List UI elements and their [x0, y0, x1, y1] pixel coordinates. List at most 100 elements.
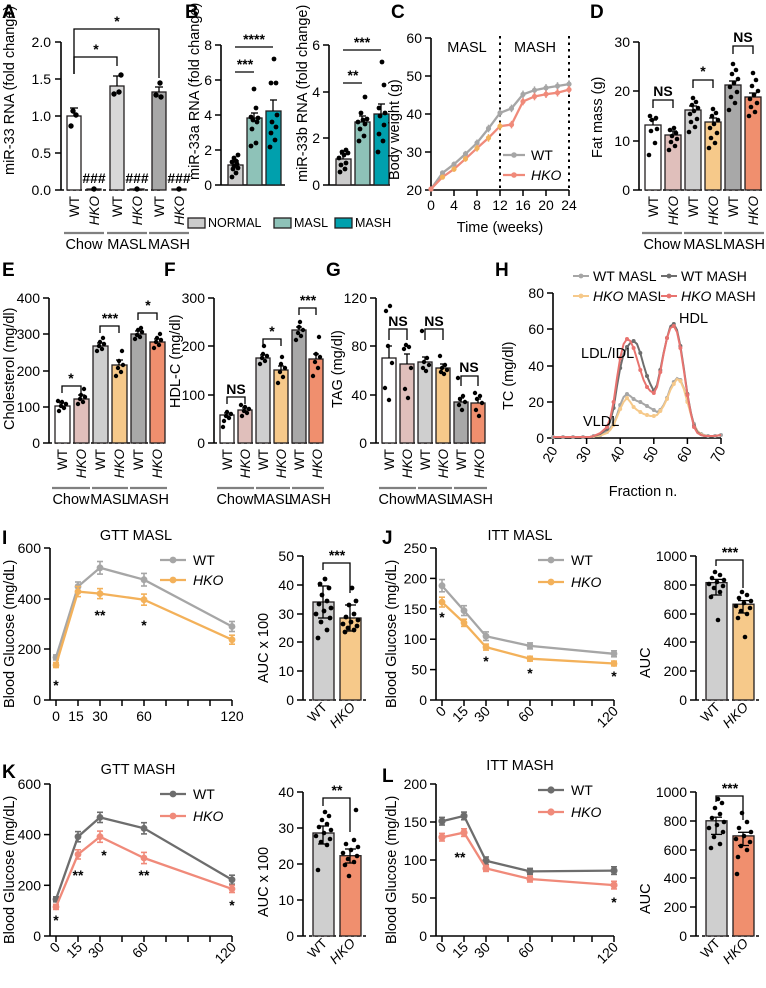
svg-text:NS: NS: [733, 29, 752, 45]
svg-text:1000: 1000: [656, 548, 687, 564]
panel-b2-yticks: 0 2 4 6: [312, 37, 329, 193]
panel-e-catlabels: WT HKO WT HKO WT HKO: [55, 449, 165, 479]
svg-text:600: 600: [664, 842, 688, 858]
panel-k-yticks: 0 200 400 600: [18, 776, 50, 944]
panel-a-yticks: 0.0 0.5 1.0 1.5 2.0: [32, 34, 61, 198]
svg-text:0: 0: [622, 182, 630, 198]
panel-h-annot-vldl: VLDL: [583, 414, 619, 430]
svg-text:WT: WT: [110, 196, 125, 217]
svg-text:200: 200: [18, 877, 42, 893]
panel-i-auc-sigbracket: ***: [322, 547, 351, 593]
panel-g-datapoints: [382, 303, 485, 419]
panel-l-yticks: 0 50 100 150 200: [404, 776, 436, 944]
panel-k-legend-hko: HKO: [193, 808, 223, 824]
svg-text:4: 4: [312, 84, 320, 100]
panel-b-label: B: [185, 2, 199, 23]
panel-i-chart: GTT MASL Blood Glucose (mg/dL) 0 200 400…: [2, 528, 368, 731]
svg-text:60: 60: [406, 30, 422, 46]
panel-l-auc-catlabels: WT HKO: [698, 935, 752, 967]
svg-text:400: 400: [664, 870, 688, 886]
panel-d-chart: Fat mass (g) 0 10 20 30: [590, 29, 765, 253]
svg-text:WT: WT: [131, 449, 146, 470]
svg-text:200: 200: [664, 663, 688, 679]
panel-f-grouplabels: Chow MASL MASH: [216, 486, 331, 508]
panel-g-sigbrackets: NS NS NS: [388, 313, 479, 386]
panel-e-chart: Cholesterol (mg/dl) 0 100 200 300 400: [2, 290, 169, 508]
panel-j-series-hko: [438, 596, 618, 667]
panel-l-auc-ylabel: AUC: [638, 883, 654, 914]
panel-g-yticks: 0 40 80 120: [344, 290, 376, 451]
svg-text:1000: 1000: [656, 784, 687, 800]
panel-f-sigbrackets: NS * ***: [226, 292, 317, 404]
panel-l-series-hko: [438, 828, 618, 890]
svg-text:300: 300: [182, 290, 206, 306]
panel-a-sigbrackets: * *: [73, 13, 160, 78]
panel-b2-ylabel: miR-33b RNA (fold change): [295, 5, 311, 182]
panel-k-auc-bars: [312, 832, 362, 937]
svg-text:***: ***: [722, 544, 739, 560]
panel-c-legend-wt: WT: [531, 147, 553, 163]
panel-b1-datapoints: [229, 56, 280, 180]
svg-text:WT: WT: [152, 196, 167, 217]
panel-c-legend-hko: HKO: [531, 167, 561, 183]
svg-text:15: 15: [449, 939, 471, 961]
svg-text:0: 0: [197, 435, 205, 451]
panel-b: B miR-33a RNA (fold change) 0 2 4 6 8: [185, 0, 390, 210]
svg-text:HKO: HKO: [720, 699, 752, 731]
svg-text:***: ***: [102, 310, 119, 326]
svg-text:30: 30: [471, 703, 493, 725]
svg-text:50: 50: [640, 443, 662, 465]
svg-text:**: **: [332, 782, 343, 798]
panel-h-curve-wt-mash: [553, 322, 722, 438]
panel-f: F HDL-C (mg/dl) 0 100 200 300: [162, 258, 331, 513]
panel-h-yticks: 0 20 40 60 80: [528, 285, 553, 446]
panel-h-xlabel: Fraction n.: [609, 484, 678, 500]
svg-text:120: 120: [593, 939, 621, 967]
panel-j-auc-datapoints: [706, 569, 754, 640]
diet-legend: NORMAL MASL MASH: [186, 210, 391, 240]
svg-text:WT: WT: [67, 196, 82, 217]
svg-text:*: *: [269, 323, 275, 339]
panel-j-significance: * * * *: [439, 609, 617, 684]
svg-text:###: ###: [167, 170, 191, 186]
panel-j-legend-hko: HKO: [571, 574, 601, 590]
svg-text:80: 80: [351, 338, 367, 354]
panel-e-bars: [54, 333, 166, 444]
panel-l-auc-yticks: 0 200 400 600 800 1000: [656, 784, 696, 944]
panel-l: L ITT MASH Blood Glucose (mg/dL) 0 50 10…: [378, 752, 766, 988]
svg-text:200: 200: [664, 899, 688, 915]
svg-text:###: ###: [125, 170, 149, 186]
svg-text:40: 40: [351, 387, 367, 403]
svg-text:60: 60: [515, 703, 537, 725]
svg-text:4: 4: [204, 107, 212, 123]
svg-text:**: **: [348, 67, 359, 83]
panel-h-legend-hko-mash: HKO MASH: [681, 288, 756, 304]
panel-c-chart: Body weight (g) 20 30 40 50 60 0 4 8 12 …: [387, 30, 577, 236]
panel-g: G TAG (mg/dl) 0 40 80 120: [322, 258, 493, 513]
svg-text:20: 20: [528, 394, 544, 410]
svg-text:20: 20: [538, 197, 554, 213]
panel-i-significance: * ** *: [53, 607, 147, 693]
panel-e-ylabel: Cholesterol (mg/dl): [2, 308, 18, 431]
panel-f-datapoints: [220, 319, 323, 430]
svg-text:HKO: HKO: [130, 196, 145, 226]
svg-text:***: ***: [722, 780, 739, 796]
panel-k-auc-datapoints: [313, 807, 361, 879]
svg-text:8: 8: [204, 37, 212, 53]
panel-h-label: H: [495, 260, 509, 281]
svg-text:**: **: [73, 867, 84, 883]
panel-a-label: A: [2, 2, 16, 23]
svg-text:0: 0: [286, 692, 294, 708]
svg-text:2: 2: [312, 130, 320, 146]
svg-text:20: 20: [614, 83, 630, 99]
panel-i-title: GTT MASL: [100, 528, 172, 544]
panel-k-legend-wt: WT: [193, 786, 215, 802]
svg-text:**: **: [455, 849, 466, 865]
legend-label-mash: MASH: [355, 216, 391, 230]
svg-text:NS: NS: [388, 313, 407, 329]
panel-k-xticks: 0 15 30 60 120: [46, 936, 239, 967]
svg-text:*: *: [700, 63, 706, 79]
svg-text:0: 0: [312, 177, 320, 193]
panel-i-auc-yticks: 0 10 20 30 40 50: [278, 548, 303, 708]
svg-text:HKO: HKO: [150, 449, 165, 479]
